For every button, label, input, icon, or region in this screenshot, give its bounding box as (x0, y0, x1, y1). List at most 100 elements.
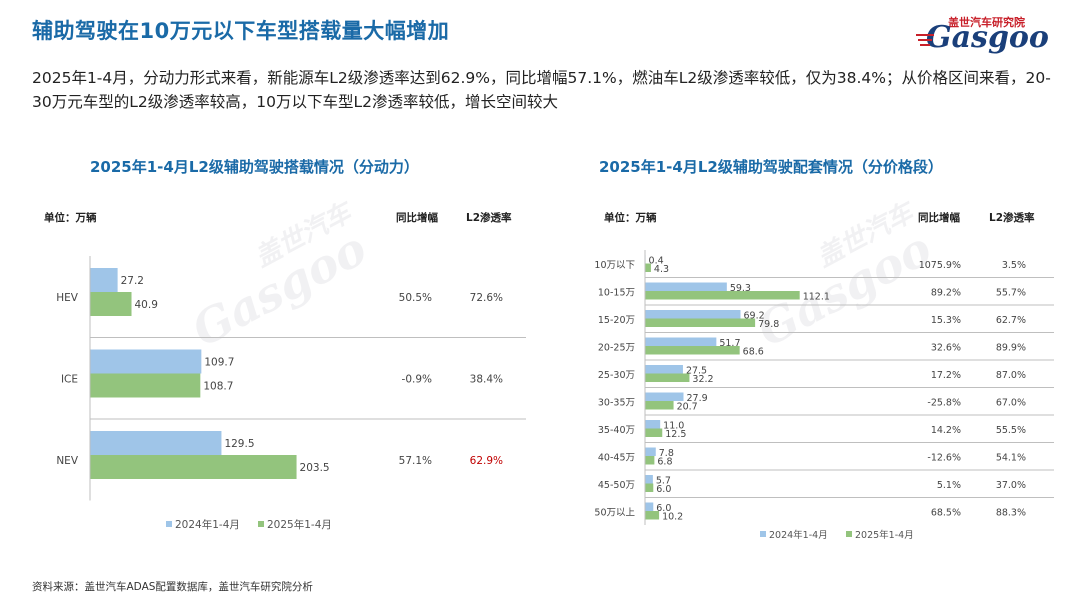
legend-swatch-2025 (846, 531, 852, 537)
data-label-2025: 12.5 (665, 429, 686, 440)
penetration-value: 88.3% (996, 507, 1026, 518)
bar-2024 (90, 349, 202, 374)
data-label-2024: 51.7 (719, 338, 740, 349)
penetration-value: 38.4% (470, 373, 503, 385)
bar-2025 (90, 373, 201, 398)
col-header-penetration: L2渗透率 (989, 212, 1035, 224)
legend-swatch-2024 (166, 521, 172, 527)
legend-label-2024: 2024年1-4月 (175, 518, 240, 531)
penetration-value: 62.7% (996, 315, 1026, 326)
bar-2025 (90, 292, 132, 316)
source-note: 资料来源：盖世汽车ADAS配置数据库，盖世汽车研究院分析 (32, 581, 313, 593)
category-label: 10-15万 (598, 287, 635, 298)
category-label: 40-45万 (598, 452, 635, 463)
yoy-value: 1075.9% (919, 260, 961, 271)
category-label: 15-20万 (598, 315, 635, 326)
data-label-2024: 11.0 (663, 420, 684, 431)
yoy-value: 14.2% (931, 425, 961, 436)
data-label-2025: 10.2 (662, 511, 683, 522)
data-label-2025: 32.2 (692, 374, 713, 385)
data-label-2025: 203.5 (300, 462, 330, 474)
bar-2025 (645, 318, 756, 327)
bar-2025 (645, 346, 740, 355)
penetration-value: 54.1% (996, 452, 1026, 463)
bar-2025 (645, 483, 654, 492)
data-label-2025: 40.9 (135, 299, 158, 311)
bar-2024 (645, 475, 653, 484)
chart-price-segment: 10万以下 0.44.3 1075.9% 3.5% 10-15万 59.3 112.1 89.… (594, 250, 1054, 541)
data-label-2024: 129.5 (224, 438, 254, 450)
bar-2025 (645, 373, 690, 382)
data-label-2025: 20.7 (677, 401, 698, 412)
legend-label-2025: 2025年1-4月 (855, 529, 914, 541)
bar-2025 (90, 455, 297, 479)
yoy-value: 17.2% (931, 370, 961, 381)
bar-2025 (645, 456, 655, 465)
bar-2025 (645, 291, 800, 300)
chart-title-price: 2025年1-4月L2级辅助驾驶配套情况（分价格段） (599, 158, 943, 176)
bar-2024 (90, 268, 118, 292)
legend-swatch-2025 (258, 521, 264, 527)
logo-text-en: Gasgoo (926, 20, 1049, 55)
bar-2024 (645, 282, 727, 291)
data-label-2025: 6.0 (656, 484, 671, 495)
data-label-2025: 108.7 (203, 381, 233, 393)
logo-text-cn: 盖世汽车研究院 (948, 16, 1025, 29)
category-label: ICE (61, 373, 78, 385)
bar-2024 (645, 420, 661, 429)
yoy-value: -25.8% (927, 397, 961, 408)
data-label-2025: 79.8 (758, 319, 779, 330)
legend-swatch-2024 (760, 531, 766, 537)
data-label-2024: 7.8 (659, 448, 674, 459)
logo-stripe (918, 39, 932, 41)
bar-2024 (645, 337, 717, 346)
yoy-value: -0.9% (402, 373, 432, 385)
bar-2024 (90, 431, 222, 455)
yoy-value: -12.6% (927, 452, 961, 463)
legend-label-2025: 2025年1-4月 (267, 518, 332, 531)
bar-2024 (645, 502, 654, 511)
category-label: 35-40万 (598, 425, 635, 436)
yoy-value: 50.5% (399, 292, 432, 304)
chart-powertrain: HEV 27.2 40.9 50.5% 72.6% ICE 109.7 108.7 -0.9% 3… (56, 256, 526, 531)
bar-2025 (645, 428, 663, 437)
bar-2024 (645, 310, 741, 319)
category-label: 30-35万 (598, 397, 635, 408)
penetration-value: 3.5% (1002, 260, 1026, 271)
legend-label-2024: 2024年1-4月 (769, 529, 828, 541)
penetration-value: 89.9% (996, 342, 1026, 353)
data-label-2024: 27.2 (121, 275, 144, 287)
logo-stripe (920, 44, 930, 46)
summary-text: 2025年1-4月，分动力形式来看，新能源车L2级渗透率达到62.9%，同比增幅… (32, 69, 1051, 111)
yoy-value: 15.3% (931, 315, 961, 326)
gasgoo-logo: 盖世汽车研究院 Gasgoo (916, 12, 1058, 60)
penetration-value: 87.0% (996, 370, 1026, 381)
category-label: HEV (56, 292, 79, 304)
penetration-value: 55.7% (996, 287, 1026, 298)
bar-2025 (645, 511, 660, 520)
category-label: 25-30万 (598, 370, 635, 381)
penetration-value: 62.9% (470, 455, 503, 467)
data-label-2025: 68.6 (743, 346, 764, 357)
category-label: 45-50万 (598, 480, 635, 491)
category-label: 20-25万 (598, 342, 635, 353)
data-label-2025: 6.8 (657, 456, 672, 467)
data-label-2024: 27.9 (687, 393, 708, 404)
penetration-value: 67.0% (996, 397, 1026, 408)
data-label-2025: 4.3 (654, 264, 669, 275)
bar-2025 (645, 263, 651, 272)
unit-label: 单位：万辆 (604, 212, 657, 224)
penetration-value: 37.0% (996, 480, 1026, 491)
chart-title-powertrain: 2025年1-4月L2级辅助驾驶搭载情况（分动力） (90, 158, 419, 176)
penetration-value: 72.6% (470, 292, 503, 304)
page-title: 辅助驾驶在10万元以下车型搭载量大幅增加 (32, 19, 450, 43)
yoy-value: 32.6% (931, 342, 961, 353)
data-label-2024: 5.7 (656, 475, 671, 486)
category-label: NEV (56, 455, 78, 467)
data-label-2025: 112.1 (803, 291, 830, 302)
data-label-2024: 59.3 (730, 283, 751, 294)
category-label: 50万以上 (594, 507, 635, 518)
yoy-value: 68.5% (931, 507, 961, 518)
col-header-yoy: 同比增幅 (918, 212, 960, 224)
data-label-2024: 109.7 (204, 357, 234, 369)
